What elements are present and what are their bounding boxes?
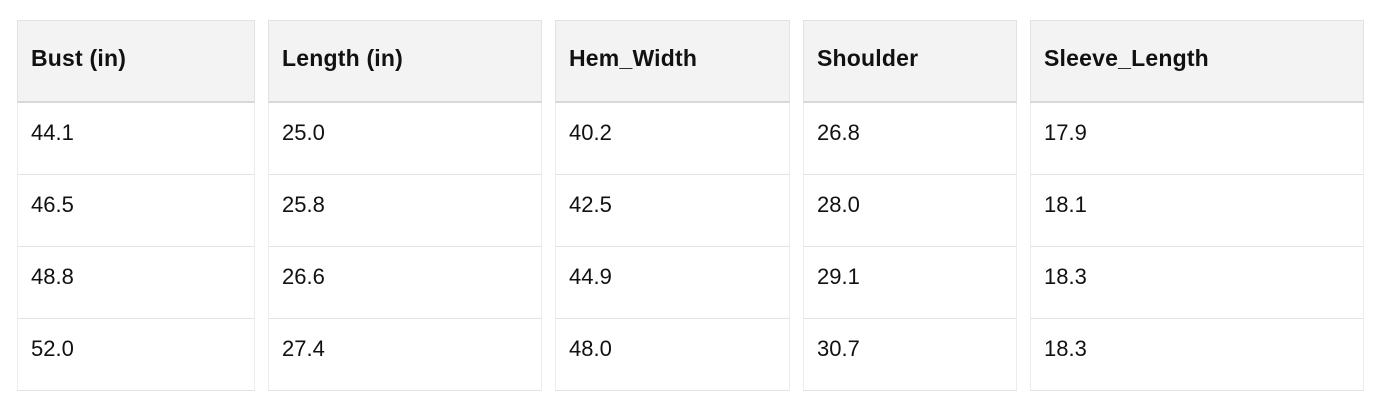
table-cell: 17.9 <box>1030 103 1364 175</box>
column-header-shoulder: Shoulder <box>803 20 1017 103</box>
table-cell: 27.4 <box>268 319 542 391</box>
table-cell: 25.0 <box>268 103 542 175</box>
table-cell: 44.1 <box>17 103 255 175</box>
table-cell: 29.1 <box>803 247 1017 319</box>
table-cell: 44.9 <box>555 247 790 319</box>
table-cell: 18.3 <box>1030 247 1364 319</box>
table-cell: 25.8 <box>268 175 542 247</box>
table-cell: 48.8 <box>17 247 255 319</box>
table-cell: 26.6 <box>268 247 542 319</box>
table-cell: 52.0 <box>17 319 255 391</box>
column-header-length: Length (in) <box>268 20 542 103</box>
table-cell: 46.5 <box>17 175 255 247</box>
column-header-hem-width: Hem_Width <box>555 20 790 103</box>
table-cell: 18.1 <box>1030 175 1364 247</box>
table-cell: 48.0 <box>555 319 790 391</box>
table-cell: 26.8 <box>803 103 1017 175</box>
table-cell: 30.7 <box>803 319 1017 391</box>
table-cell: 40.2 <box>555 103 790 175</box>
table-cell: 18.3 <box>1030 319 1364 391</box>
table-cell: 42.5 <box>555 175 790 247</box>
table-cell: 28.0 <box>803 175 1017 247</box>
column-header-sleeve-length: Sleeve_Length <box>1030 20 1364 103</box>
column-header-bust: Bust (in) <box>17 20 255 103</box>
measurements-table: Bust (in) Length (in) Hem_Width Shoulder… <box>17 20 1364 391</box>
